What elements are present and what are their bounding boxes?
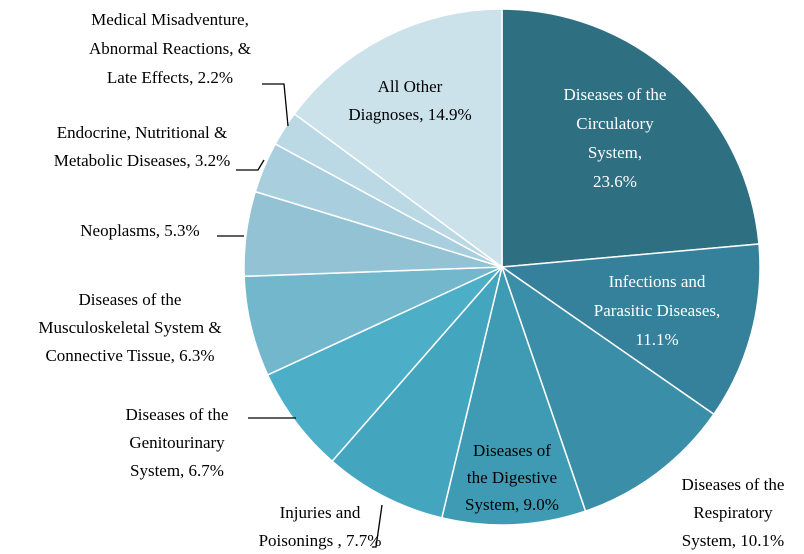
leader-line: [262, 83, 289, 127]
slice-label: Circulatory: [576, 114, 654, 133]
slice-label: 23.6%: [593, 172, 637, 191]
slice-label: Diseases of the: [126, 405, 229, 424]
leader-line: [372, 504, 383, 548]
pie-slice: [266, 266, 503, 463]
slice-label: Injuries and: [280, 503, 361, 522]
slice-label: 11.1%: [635, 330, 678, 349]
slice-label: Abnormal Reactions, &: [89, 39, 251, 58]
pie-slice: [501, 8, 760, 268]
slice-label: Medical Misadventure,: [91, 10, 249, 29]
slice-label: All Other: [378, 77, 443, 96]
slice-label: Poisonings , 7.7%: [259, 531, 382, 550]
slice-label: Diseases of the: [564, 85, 667, 104]
slice-label: Respiratory: [693, 503, 773, 522]
slice-label: System, 9.0%: [465, 495, 559, 514]
pie-slice: [500, 265, 715, 513]
leader-line: [236, 159, 265, 171]
slice-label: Connective Tissue, 6.3%: [45, 346, 214, 365]
slice-label: Neoplasms, 5.3%: [80, 221, 199, 240]
slice-label: Metabolic Diseases, 3.2%: [54, 151, 231, 170]
slice-label: Parasitic Diseases,: [594, 301, 721, 320]
pie-slice: [331, 266, 503, 519]
pie-slice: [499, 243, 761, 416]
pie-slice: [440, 264, 587, 526]
slice-label: Infections and: [609, 272, 706, 291]
slice-label: the Digestive: [467, 468, 557, 487]
slice-label: System, 10.1%: [682, 531, 784, 550]
slice-label: Diagnoses, 14.9%: [348, 105, 471, 124]
slice-label: Late Effects, 2.2%: [107, 68, 233, 87]
slice-label: Diseases of the: [79, 290, 182, 309]
slice-label: Diseases of: [473, 441, 551, 460]
slice-label: System,: [588, 143, 642, 162]
pie-slice: [293, 8, 503, 269]
slice-label: Diseases of the: [682, 475, 785, 494]
slice-label: Musculoskeletal System &: [38, 318, 221, 337]
slice-label: Genitourinary: [129, 433, 225, 452]
slice-label: System, 6.7%: [130, 461, 224, 480]
slice-label: Endocrine, Nutritional &: [57, 123, 227, 142]
